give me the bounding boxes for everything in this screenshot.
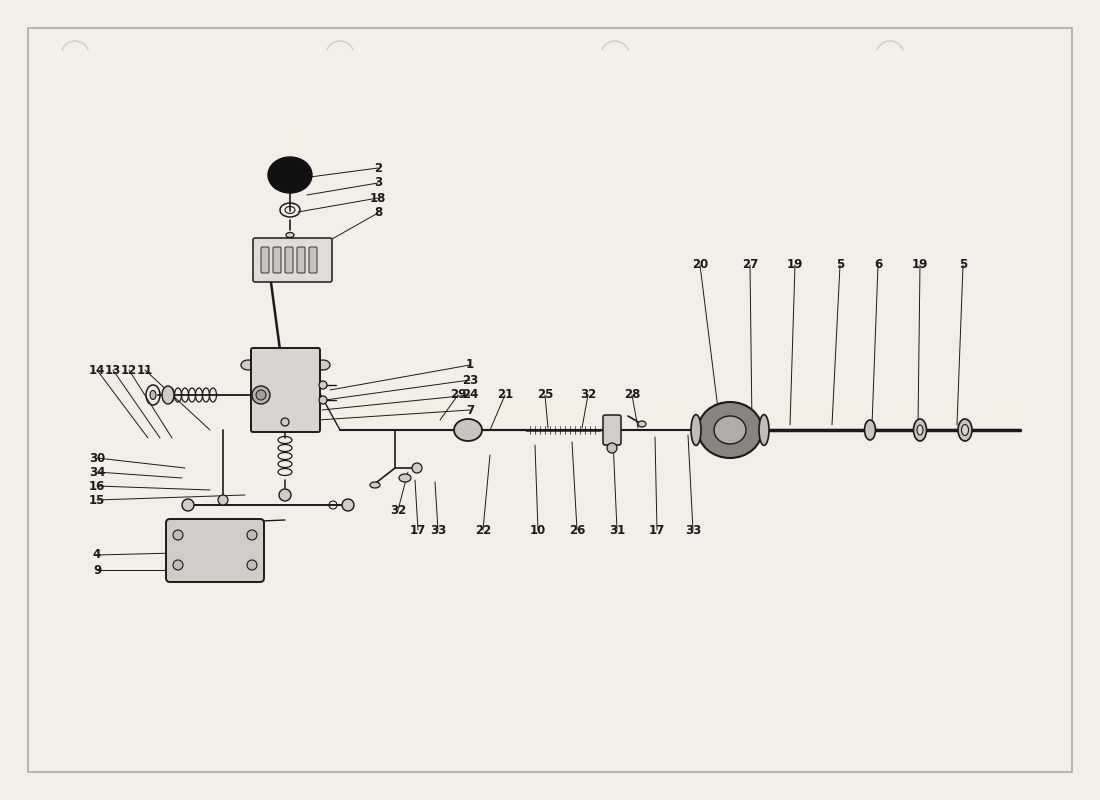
Text: 16: 16 (89, 479, 106, 493)
Text: 9: 9 (92, 563, 101, 577)
Ellipse shape (162, 386, 174, 404)
Circle shape (173, 530, 183, 540)
Circle shape (252, 386, 270, 404)
Circle shape (218, 495, 228, 505)
Text: 15: 15 (89, 494, 106, 506)
Text: 33: 33 (685, 523, 701, 537)
FancyBboxPatch shape (28, 28, 1072, 772)
Ellipse shape (316, 360, 330, 370)
Text: 34: 34 (89, 466, 106, 478)
Ellipse shape (241, 360, 255, 370)
Circle shape (607, 443, 617, 453)
Text: 29: 29 (450, 389, 466, 402)
Text: 19: 19 (912, 258, 928, 271)
Text: 30: 30 (89, 451, 106, 465)
Circle shape (412, 463, 422, 473)
Text: 21: 21 (497, 389, 513, 402)
Text: 8: 8 (374, 206, 382, 219)
Ellipse shape (958, 419, 972, 441)
Text: 33: 33 (430, 523, 447, 537)
Ellipse shape (638, 421, 646, 427)
Circle shape (182, 499, 194, 511)
Text: 18: 18 (370, 191, 386, 205)
Text: 13: 13 (104, 363, 121, 377)
Text: 5: 5 (959, 258, 967, 271)
Text: 1: 1 (466, 358, 474, 371)
Circle shape (173, 560, 183, 570)
Text: 26: 26 (569, 523, 585, 537)
Ellipse shape (917, 425, 923, 435)
Circle shape (248, 560, 257, 570)
Text: 4: 4 (92, 549, 101, 562)
Text: 27: 27 (741, 258, 758, 271)
FancyBboxPatch shape (253, 238, 332, 282)
Ellipse shape (370, 482, 379, 488)
Text: 17: 17 (649, 523, 666, 537)
FancyBboxPatch shape (166, 519, 264, 582)
Ellipse shape (691, 414, 701, 446)
Ellipse shape (865, 420, 876, 440)
Circle shape (248, 530, 257, 540)
Text: 32: 32 (580, 389, 596, 402)
FancyBboxPatch shape (261, 247, 270, 273)
Circle shape (342, 499, 354, 511)
Text: 22: 22 (475, 523, 491, 537)
Text: 28: 28 (624, 389, 640, 402)
Ellipse shape (399, 474, 411, 482)
Ellipse shape (961, 425, 968, 435)
Text: 24: 24 (462, 389, 478, 402)
Circle shape (279, 489, 292, 501)
Text: 17: 17 (410, 523, 426, 537)
Text: 5: 5 (836, 258, 844, 271)
Text: 25: 25 (537, 389, 553, 402)
Circle shape (319, 396, 327, 404)
Text: 20: 20 (692, 258, 708, 271)
Text: 23: 23 (462, 374, 478, 386)
Text: 19: 19 (786, 258, 803, 271)
Circle shape (280, 418, 289, 426)
FancyBboxPatch shape (251, 348, 320, 432)
FancyBboxPatch shape (273, 247, 280, 273)
Ellipse shape (268, 157, 312, 193)
Text: 2: 2 (374, 162, 382, 174)
FancyBboxPatch shape (603, 415, 622, 445)
Text: 31: 31 (609, 523, 625, 537)
Ellipse shape (913, 419, 926, 441)
Text: 6: 6 (873, 258, 882, 271)
Circle shape (256, 390, 266, 400)
FancyBboxPatch shape (309, 247, 317, 273)
Text: 12: 12 (121, 363, 138, 377)
Text: 7: 7 (466, 403, 474, 417)
Text: 14: 14 (89, 363, 106, 377)
Text: 32: 32 (389, 503, 406, 517)
FancyBboxPatch shape (285, 247, 293, 273)
Ellipse shape (454, 419, 482, 441)
Ellipse shape (150, 390, 156, 399)
Text: 10: 10 (530, 523, 546, 537)
FancyBboxPatch shape (297, 247, 305, 273)
Ellipse shape (286, 233, 294, 238)
Ellipse shape (698, 402, 762, 458)
Text: 11: 11 (136, 363, 153, 377)
Text: 3: 3 (374, 177, 382, 190)
Ellipse shape (714, 416, 746, 444)
Ellipse shape (759, 414, 769, 446)
Circle shape (319, 381, 327, 389)
